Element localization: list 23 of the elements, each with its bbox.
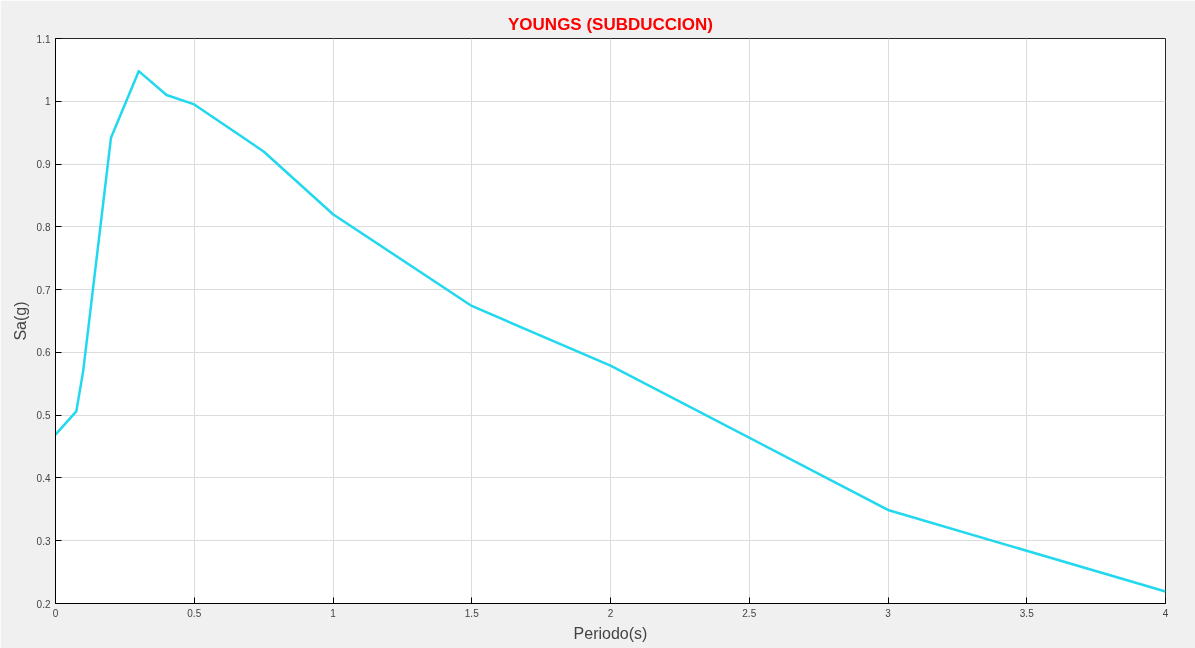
y-tick-label: 0.7 [36, 284, 51, 296]
chart-title: YOUNGS (SUBDUCCION) [508, 14, 713, 34]
y-axis-title: Sa(g) [11, 301, 29, 341]
x-tick-label: 2.5 [742, 607, 757, 619]
y-tick-label: 0.3 [36, 535, 51, 547]
x-tick-label: 3.5 [1019, 607, 1035, 619]
y-tick-label: 1.1 [36, 33, 51, 45]
x-tick-label: 3 [885, 607, 892, 619]
y-tick-label: 1 [44, 96, 51, 108]
x-tick-label: 0 [52, 607, 59, 619]
y-tick-label: 0.4 [36, 472, 51, 484]
x-tick-label: 4 [1162, 607, 1169, 619]
y-tick-label: 0.6 [36, 347, 51, 359]
y-tick-label: 0.8 [36, 221, 51, 233]
x-tick-label: 1.5 [464, 607, 480, 619]
y-tick-label: 0.5 [36, 410, 51, 422]
x-tick-label: 2 [607, 607, 614, 619]
y-tick-label: 0.9 [36, 159, 51, 171]
x-tick-label: 0.5 [187, 607, 202, 619]
x-tick-label: 1 [330, 607, 337, 619]
x-axis-title: Periodo(s) [573, 624, 648, 642]
line-series [55, 69, 1166, 593]
y-tick-label: 0.2 [36, 598, 51, 610]
